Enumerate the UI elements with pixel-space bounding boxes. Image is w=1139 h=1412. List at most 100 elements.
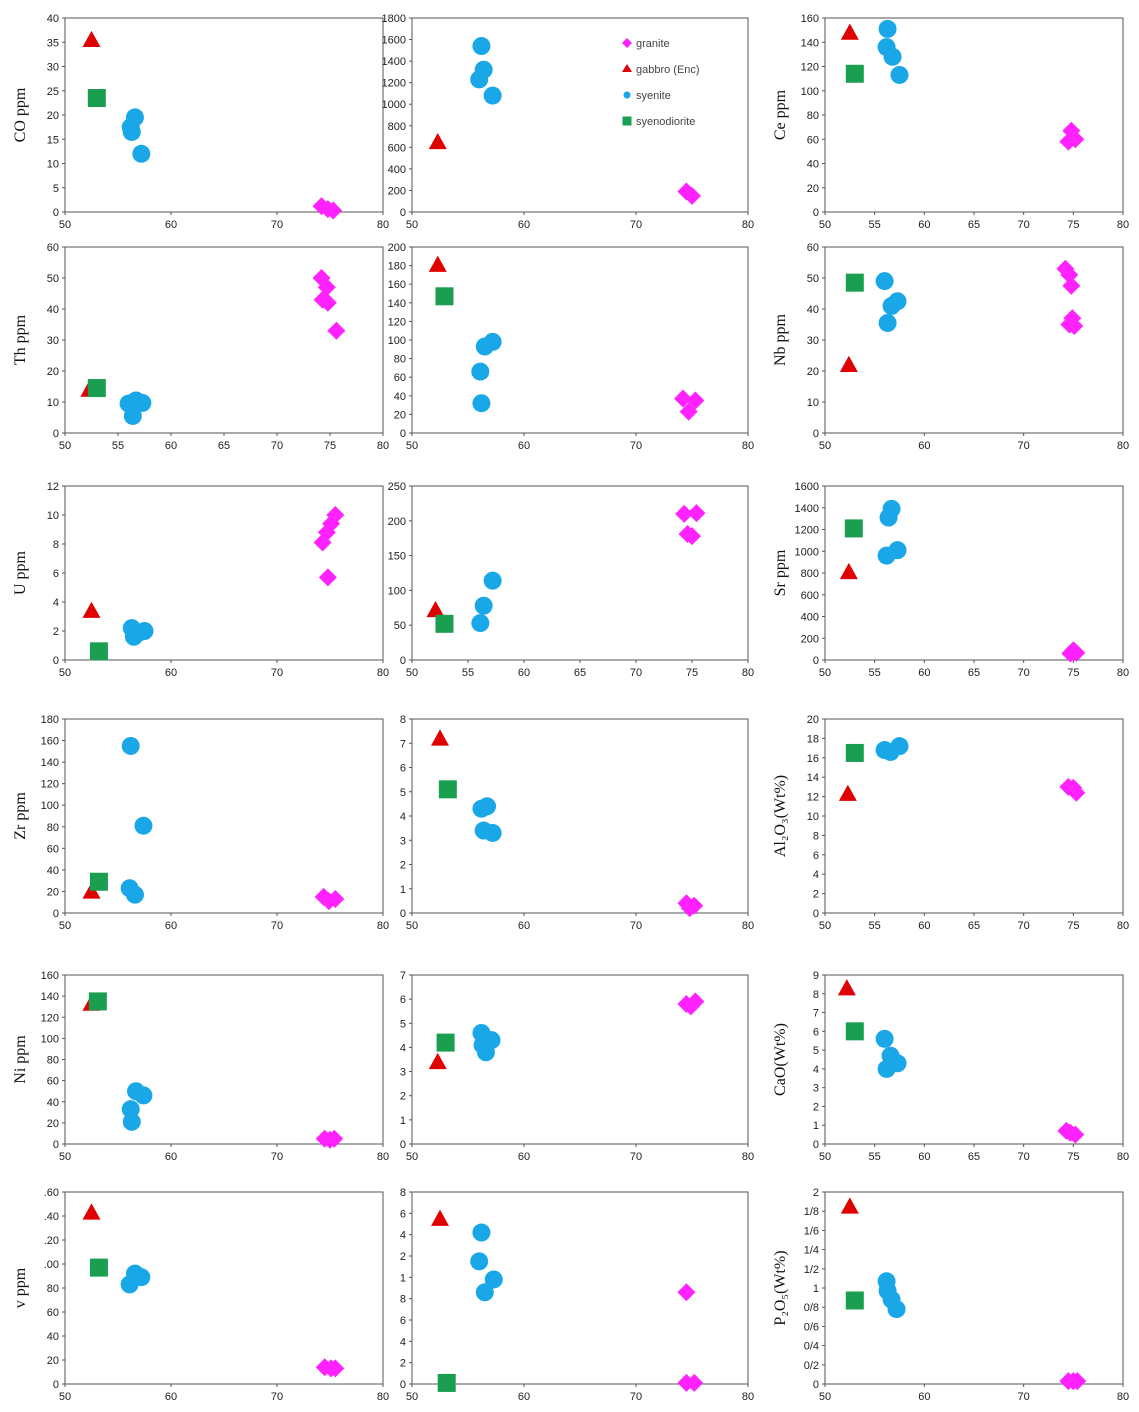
granite-point: [327, 321, 346, 340]
x-tick-label: 50: [819, 1151, 831, 1163]
y-tick-label: 0: [53, 1379, 59, 1391]
y-tick-label: 3: [400, 835, 406, 847]
y-tick-label: 400: [801, 612, 819, 624]
y-tick-label: 0: [813, 428, 819, 440]
x-tick-label: 80: [1117, 440, 1129, 452]
syenite-point: [475, 1283, 494, 1302]
plot-area: [64, 974, 384, 1145]
x-tick-label: 55: [869, 1151, 881, 1163]
y-tick-label: 1400: [382, 56, 406, 68]
y-tick-label: 120: [801, 62, 819, 74]
syenite-point: [890, 65, 909, 84]
y-tick-label: 1800: [382, 13, 406, 25]
x-tick-label: 70: [271, 667, 283, 679]
x-tick-label: 55: [462, 667, 474, 679]
granite-point: [1062, 276, 1081, 295]
x-tick-label: 70: [630, 219, 642, 231]
syenite-point: [875, 1029, 894, 1048]
y-tick-label: 0/8: [804, 1302, 819, 1314]
chart-th: 0 10 20 30 40 50 60 50 55 60 65 70 75 80 Th ppm: [12, 242, 389, 452]
x-tick-label: 70: [1018, 1391, 1030, 1403]
y-tick-label: 40: [807, 159, 819, 171]
x-tick-label: 80: [377, 1151, 389, 1163]
y-tick-label: 120: [41, 779, 59, 791]
y-tick-label: 180: [388, 261, 406, 273]
y-tick-label: 4: [813, 869, 819, 881]
y-tick-label: 1000: [795, 546, 819, 558]
y-tick-label: 80: [47, 1283, 59, 1295]
syenite-point: [134, 1086, 153, 1105]
y-tick-label: 1: [400, 1115, 406, 1127]
y-tick-label: 5: [400, 1018, 406, 1030]
plot-area: [411, 17, 749, 213]
x-tick-label: 55: [869, 667, 881, 679]
y-tick-label: 1200: [382, 78, 406, 90]
x-tick-label: 50: [59, 920, 71, 932]
y-tick-label: 7: [813, 1008, 819, 1020]
gabbro-point: [431, 1209, 449, 1226]
x-tick-label: 60: [918, 920, 930, 932]
y-tick-label: 15: [47, 134, 59, 146]
syenodiorite-point: [88, 992, 107, 1011]
syenite-point: [125, 885, 144, 904]
y-tick-label: 8: [813, 989, 819, 1001]
x-tick-label: 70: [1018, 667, 1030, 679]
y-tick-label: 200: [388, 242, 406, 254]
y-tick-label: 600: [801, 590, 819, 602]
syenite-point: [878, 19, 897, 38]
syenite-point: [475, 337, 494, 356]
legend-label-granite: granite: [636, 38, 670, 50]
granite-point: [685, 1373, 704, 1392]
x-tick-label: 70: [630, 1391, 642, 1403]
y-tick-label: 0/2: [804, 1360, 819, 1372]
syenite-point: [471, 362, 490, 381]
chart-nb: 0 10 20 30 40 50 60 50 60 70 80 Nb ppm: [772, 242, 1129, 452]
y-tick-label: 40: [47, 304, 59, 316]
y-axis-title: v ppm: [12, 1267, 29, 1308]
x-tick-label: 80: [377, 1391, 389, 1403]
y-axis-title: Zr ppm: [12, 792, 29, 840]
y-tick-label: 0: [53, 207, 59, 219]
y-axis-title: Al₂O₃(Wt%): [772, 775, 789, 857]
syenodiorite-point: [435, 614, 454, 633]
plot-area: [824, 17, 1124, 213]
x-tick-label: 50: [59, 1391, 71, 1403]
granite-point: [318, 293, 337, 312]
syenite-point: [483, 571, 502, 590]
x-tick-label: 75: [1067, 920, 1079, 932]
gabbro-point: [839, 355, 858, 372]
chart-u: 0 2 4 6 8 10 12 50 60 70 80 U ppm: [12, 481, 389, 679]
y-tick-label: 0: [400, 908, 406, 920]
x-tick-label: 65: [574, 667, 586, 679]
y-tick-label: 20: [47, 886, 59, 898]
y-tick-label: 160: [41, 970, 59, 982]
y-tick-label: 10: [47, 159, 59, 171]
x-tick-label: 55: [869, 920, 881, 932]
legend-label-gabbro: gabbro (Enc): [636, 64, 700, 76]
y-tick-label: 8: [400, 1294, 406, 1306]
y-tick-label: 160: [388, 279, 406, 291]
syenite-point: [887, 1300, 906, 1319]
syenite-point: [122, 1112, 141, 1131]
x-tick-label: 50: [406, 440, 418, 452]
legend: granite gabbro (Enc) syenite syenodiorite: [622, 38, 700, 128]
syenodiorite-point: [435, 287, 454, 306]
granite-point: [683, 527, 701, 546]
y-tick-label: 50: [807, 273, 819, 285]
y-tick-label: 8: [53, 539, 59, 551]
chart-zr: 0 20 40 60 80 100 120 140 160 180 50 60 70 80 Zr ppm: [12, 714, 389, 932]
y-tick-label: 50: [394, 620, 406, 632]
y-tick-label: 0/6: [804, 1321, 819, 1333]
y-tick-label: 6: [813, 850, 819, 862]
gabbro-point: [838, 784, 857, 801]
x-tick-label: 60: [165, 440, 177, 452]
y-tick-label: 60: [47, 1307, 59, 1319]
gabbro-point: [428, 1052, 447, 1070]
y-tick-label: 20: [47, 110, 59, 122]
y-tick-label: 0: [53, 908, 59, 920]
y-tick-label: 100: [41, 1033, 59, 1045]
x-tick-label: 70: [630, 1151, 642, 1163]
x-tick-label: 65: [968, 920, 980, 932]
chart-sr: 0 200 400 600 800 1000 1200 1400 1600 50 55 60 65 70 7…: [772, 481, 1129, 679]
chart-ce: 0 20 40 60 80 100 120 140 160 50 55 60 65 70 75 80 Ce pp…: [772, 13, 1129, 231]
